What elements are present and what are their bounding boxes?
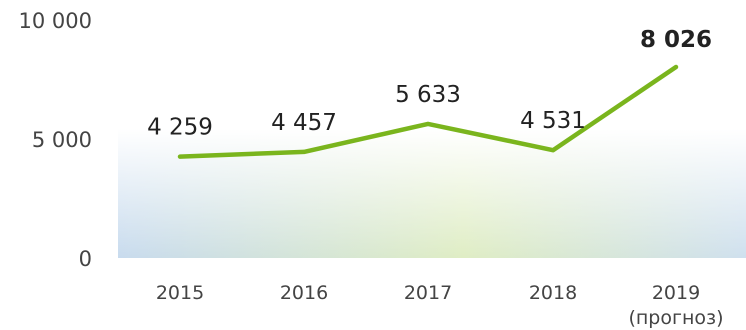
y-tick-label: 5 000 xyxy=(32,128,92,152)
plot-background xyxy=(118,129,746,258)
series-line-path xyxy=(177,64,679,159)
x-tick-note: (прогноз) xyxy=(628,307,723,329)
plot-area-fade xyxy=(118,129,746,258)
x-tick-label: 2016 xyxy=(280,282,328,304)
data-label-highlight: 8 026 xyxy=(640,27,712,53)
data-label: 5 633 xyxy=(395,82,461,108)
series-line xyxy=(177,64,679,159)
data-label: 4 531 xyxy=(520,108,586,134)
data-label: 4 457 xyxy=(271,110,337,136)
x-tick-label: 2017 xyxy=(404,282,452,304)
x-axis: 2015 2016 2017 2018 2019 (прогноз) xyxy=(156,282,724,329)
y-axis: 0 5 000 10 000 xyxy=(19,9,92,271)
data-labels: 4 259 4 457 5 633 4 531 8 026 xyxy=(147,27,712,141)
x-tick-label: 2018 xyxy=(529,282,577,304)
y-tick-label: 0 xyxy=(79,247,92,271)
y-tick-label: 10 000 xyxy=(19,9,92,33)
x-tick-label: 2015 xyxy=(156,282,204,304)
data-label: 4 259 xyxy=(147,115,213,141)
x-tick-label: 2019 xyxy=(652,282,700,304)
